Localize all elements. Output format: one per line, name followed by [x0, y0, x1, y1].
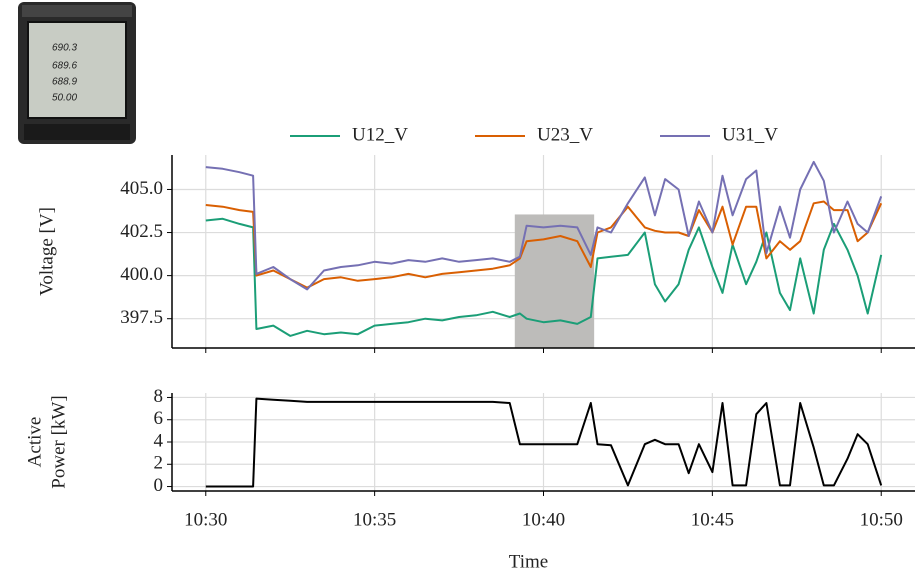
y-tick-label: 6 [154, 408, 164, 429]
meter-image: 690.3 689.6 688.9 50.00 [18, 2, 136, 144]
highlight-region [515, 214, 594, 348]
legend-label: U31_V [722, 124, 778, 145]
meter-reading: 50.00 [52, 93, 77, 104]
meter-header [22, 5, 132, 17]
y-tick-label: 397.5 [120, 307, 163, 328]
y-axis-label: Voltage [V] [36, 207, 57, 296]
x-tick-label: 10:45 [691, 509, 734, 530]
y-tick-label: 400.0 [120, 264, 163, 285]
y-tick-label: 8 [154, 386, 164, 407]
x-tick-label: 10:35 [353, 509, 396, 530]
x-tick-label: 10:40 [522, 509, 565, 530]
y-axis-label: Power [kW] [48, 395, 69, 488]
meter-reading: 688.9 [52, 77, 77, 88]
meter-reading: 689.6 [52, 61, 77, 72]
legend-label: U12_V [352, 124, 408, 145]
y-tick-label: 2 [154, 453, 164, 474]
y-tick-label: 4 [154, 430, 164, 451]
meter-buttons [24, 124, 130, 140]
x-axis-label: Time [509, 551, 548, 572]
y-axis-label: Active [24, 417, 45, 468]
figure: 690.3 689.6 688.9 50.00 397.5 400.0 402.5 4… [0, 0, 919, 575]
page: {"meter": {"readings": ["690.3", "689.6"… [0, 0, 919, 575]
y-tick-label: 405.0 [120, 178, 163, 199]
y-tick-label: 402.5 [120, 221, 163, 242]
y-tick-label: 0 [154, 475, 164, 496]
legend-label: U23_V [537, 124, 593, 145]
x-tick-label: 10:50 [860, 509, 903, 530]
x-tick-label: 10:30 [184, 509, 227, 530]
meter-reading: 690.3 [52, 43, 77, 54]
